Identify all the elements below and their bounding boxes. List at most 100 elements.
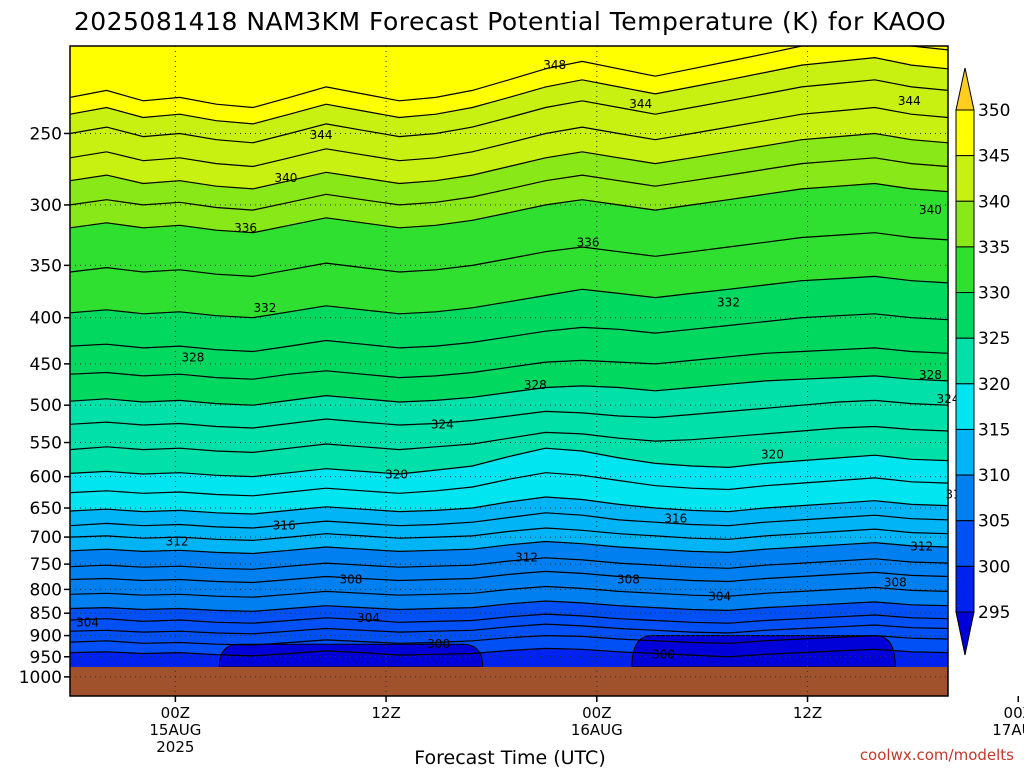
contour-label-308-25: 308 [884,575,907,589]
contour-label-344-2: 344 [629,97,652,111]
contour-304 [70,613,948,624]
contour-label-348-0: 348 [543,58,566,72]
x-tick-label-0-2: 2025 [156,738,194,756]
contour-label-328-11: 328 [524,378,547,392]
contour-label-304-27: 304 [357,611,380,625]
contour-label-336-7: 336 [577,235,600,249]
contour-fill [70,46,1024,696]
y-tick-label-900: 900 [30,627,62,647]
colorbar-swatch-9 [955,520,975,567]
x-tick-label-0-0: 00Z [161,704,190,722]
y-tick-label-1000: 1000 [19,668,62,688]
contour-label-328-10: 328 [181,351,204,365]
x-tick-label-24-1: 16AUG [571,721,623,739]
contour-label-304-26: 304 [76,615,99,629]
contour-340 [70,132,948,190]
contour-label-308-23: 308 [340,572,363,586]
contour-336 [70,182,948,234]
y-axis: 250 300 350 400 450 500 550 600 650 700 750 800 850 9… [19,124,70,688]
y-tick-label-250: 250 [30,124,62,144]
colorbar-label-320: 320 [978,375,1010,395]
colorbar-label-300: 300 [978,557,1010,577]
contour-308 [70,570,948,584]
contour-label-332-8: 332 [253,301,276,315]
contour-328 [70,347,948,380]
y-tick-label-750: 750 [30,555,62,575]
contour-label-344-3: 344 [898,94,921,108]
contour-label-312-21: 312 [515,550,538,564]
contour-300 [70,647,948,658]
colorbar-swatch-0 [955,109,975,157]
colorbar-swatch-10 [955,565,975,613]
colorbar-swatch-4 [955,292,975,339]
contour-label-328-12: 328 [919,368,942,382]
y-tick-label-450: 450 [30,355,62,375]
contour-label-324-13: 324 [431,417,454,431]
x-tick-label-0-1: 15AUG [149,721,201,739]
contour-13 [70,634,948,646]
contour-20 [70,472,948,497]
contour-332 [70,275,948,319]
contour-label-304-28: 304 [708,590,731,604]
x-tick-label-48-0: 00Z [1004,704,1024,722]
contour-25 [70,157,948,211]
colorbar-label-295: 295 [978,603,1010,623]
x-axis: 00Z15AUG202512Z00Z16AUG12Z00Z17AUG [149,696,1024,756]
y-tick-label-800: 800 [30,580,62,600]
y-tick-label-650: 650 [30,499,62,519]
contour-17 [70,557,948,570]
colorbar-swatch-6 [955,383,975,430]
y-tick-label-950: 950 [30,648,62,668]
colorbar-label-325: 325 [978,329,1010,349]
contour-15 [70,600,948,612]
colorbar-label-345: 345 [978,147,1010,167]
colorbar-swatch-3 [955,246,975,294]
contour-21 [70,425,948,454]
colorbar-label-350: 350 [978,101,1010,121]
contour-lines [70,46,948,658]
contour-label-312-22: 312 [910,539,933,553]
y-tick-label-350: 350 [30,256,62,276]
contour-label-300-30: 300 [652,648,675,662]
colorbar-bottom-arrow [955,611,975,656]
colorbar: 350 345 340 335 330 325 320 315 310 305 300 295 [955,67,1010,656]
contour-labels: 348 344 344 344 340 340 336 336 332 332 328 328 328 3… [76,58,968,662]
colorbar-label-310: 310 [978,466,1010,486]
colorbar-label-340: 340 [978,192,1010,212]
ground-below-surface [70,666,948,696]
contour-label-300-29: 300 [427,637,450,651]
y-tick-label-700: 700 [30,528,62,548]
contour-label-308-24: 308 [617,572,640,586]
y-tick-label-550: 550 [30,434,62,454]
colorbar-label-335: 335 [978,238,1010,258]
colorbar-swatch-5 [955,337,975,385]
contour-320 [70,447,948,478]
chart-title: 2025081418 NAM3KM Forecast Potential Tem… [74,7,946,36]
y-tick-label-400: 400 [30,309,62,329]
x-axis-label: Forecast Time (UTC) [414,747,605,768]
colorbar-swatch-2 [955,200,975,248]
contour-344 [70,79,948,144]
contour-label-316-18: 316 [664,512,687,526]
colorbar-label-330: 330 [978,284,1010,304]
plot-frame [69,45,949,697]
contour-14 [70,623,948,635]
x-tick-label-12-0: 12Z [371,704,400,722]
cold-pool-2 [1001,642,1024,667]
y-tick-label-500: 500 [30,396,62,416]
colorbar-label-315: 315 [978,420,1010,440]
colorbar-swatch-1 [955,155,975,202]
y-tick-label-600: 600 [30,468,62,488]
y-tick-label-300: 300 [30,196,62,216]
colorbar-swatch-8 [955,474,975,522]
contour-label-320-15: 320 [385,468,408,482]
contour-16 [70,585,948,598]
contour-24 [70,232,948,278]
x-tick-label-36-0: 12Z [793,704,822,722]
x-tick-label-48-1: 17AUG [992,721,1024,739]
colorbar-swatch-7 [955,428,975,476]
contour-19 [70,512,948,529]
colorbar-label-305: 305 [978,512,1010,532]
contour-27 [70,56,948,125]
